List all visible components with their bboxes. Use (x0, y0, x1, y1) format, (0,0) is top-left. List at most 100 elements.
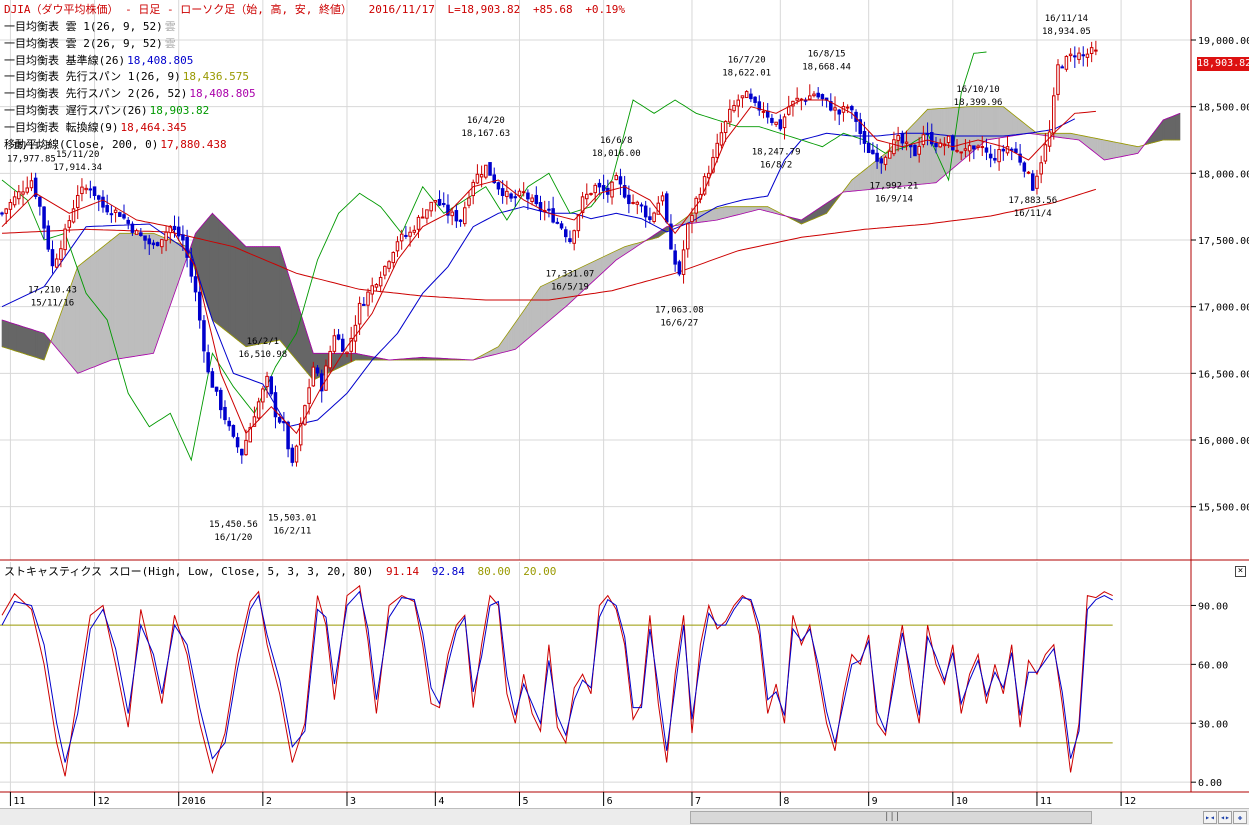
cloud-segment (1117, 143, 1119, 158)
candle-down (514, 197, 517, 198)
legend-row: 一目均衡表 雲 1(26, 9, 52)雲 (4, 19, 176, 35)
cloud-segment (214, 215, 216, 323)
legend-row: 移動平均線(Close, 200, 0)17,880.438 (4, 137, 227, 153)
cloud-segment (210, 213, 212, 320)
stochastic-d-value: 92.84 (432, 565, 465, 578)
cloud-segment (1163, 119, 1165, 140)
cloud-segment (604, 256, 606, 272)
candle-up (375, 285, 378, 288)
cloud-segment (1094, 138, 1096, 153)
fit-view-button[interactable]: ✚ (1233, 811, 1247, 824)
candle-down (931, 132, 934, 143)
candle-down (779, 120, 782, 129)
candle-up (518, 191, 521, 195)
cloud-segment (717, 208, 719, 220)
cloud-segment (532, 296, 534, 335)
chart-header: DJIA（ダウ平均株価） - 日足 - ローソク足（始, 高, 安, 終値） 2… (4, 2, 625, 18)
candle-up (1095, 50, 1098, 51)
candle-up (161, 240, 164, 247)
cloud-segment (99, 248, 101, 365)
candle-up (1027, 172, 1030, 173)
cloud-segment (124, 233, 126, 358)
candle-down (438, 199, 441, 205)
peak-annotation-value: 18,167.63 (461, 129, 510, 139)
candle-up (257, 402, 260, 418)
peak-annotation-value: 16,510.98 (238, 350, 287, 360)
cloud-segment (1001, 107, 1003, 138)
cloud-segment (109, 240, 111, 361)
candle-down (106, 206, 109, 212)
candle-down (51, 250, 54, 266)
cloud-segment (103, 245, 105, 363)
candle-up (354, 325, 357, 341)
cloud-segment (997, 107, 999, 139)
scrollbar-thumb[interactable]: ||| (690, 811, 1092, 824)
legend-row: 一目均衡表 先行スパン 1(26, 9)18,436.575 (4, 69, 249, 85)
peak-annotation-date: 16/2/1 (247, 337, 280, 347)
cloud-segment (212, 213, 214, 321)
legend-value: 雲 (165, 37, 176, 50)
cloud-segment (275, 247, 277, 341)
candle-down (43, 207, 46, 228)
candle-up (346, 352, 349, 353)
cloud-segment (734, 207, 736, 216)
candle-up (947, 136, 950, 142)
cloud-segment (286, 267, 288, 350)
cloud-segment (202, 223, 204, 295)
candle-up (367, 292, 370, 305)
candle-down (144, 236, 147, 240)
peak-annotation-value: 16/9/14 (875, 194, 913, 204)
candle-up (615, 176, 618, 180)
candle-down (527, 193, 530, 199)
cloud-segment (122, 233, 124, 358)
candle-down (232, 425, 235, 436)
candle-down (876, 153, 879, 161)
cloud-segment (223, 224, 225, 330)
zoom-in-button[interactable]: ▸◂ (1203, 811, 1217, 824)
cloud-segment (747, 207, 749, 213)
candle-down (880, 159, 883, 163)
candle-down (1, 213, 4, 214)
time-axis-label: 2 (266, 796, 272, 807)
candle-up (165, 232, 168, 240)
cloud-segment (27, 328, 29, 355)
zoom-out-button[interactable]: ◂▸ (1218, 811, 1232, 824)
cloud-segment (248, 247, 250, 347)
candle-up (1053, 96, 1056, 133)
candle-up (388, 262, 391, 269)
time-axis-label: 7 (695, 796, 701, 807)
cloud-segment (92, 253, 94, 367)
close-panel-button[interactable]: × (1235, 566, 1246, 577)
cloud-segment (38, 331, 40, 358)
candle-up (1086, 54, 1089, 57)
candle-down (459, 220, 462, 221)
candle-down (152, 243, 155, 245)
candle-down (363, 304, 366, 305)
cloud-segment (156, 234, 158, 347)
candle-down (754, 97, 757, 102)
candle-up (981, 147, 984, 148)
cloud-segment (995, 107, 997, 139)
cloud-segment (137, 233, 139, 356)
legend-label: 一目均衡表 雲 2(26, 9, 52) (4, 37, 163, 50)
candle-down (224, 407, 227, 419)
last-price-tag: 18,903.82 (1197, 57, 1249, 71)
legend-value: 17,880.438 (160, 138, 226, 151)
candle-up (745, 92, 748, 98)
candle-down (148, 239, 151, 244)
legend-label: 一目均衡表 遅行スパン(26) (4, 104, 148, 117)
candle-down (994, 158, 997, 160)
horizontal-scrollbar[interactable]: ||| ▸◂ ◂▸ ✚ (0, 808, 1249, 825)
cloud-segment (290, 280, 292, 355)
cloud-segment (120, 233, 122, 358)
candle-down (619, 177, 622, 184)
candle-up (333, 336, 336, 352)
time-axis-label: 11 (1040, 796, 1052, 807)
cloud-segment (343, 353, 345, 366)
candle-down (935, 143, 938, 146)
cloud-segment (6, 321, 8, 348)
candle-up (956, 150, 959, 151)
price-axis-label: 18,000.00 (1198, 169, 1249, 180)
cloud-segment (1096, 138, 1098, 155)
cloud-segment (8, 322, 10, 349)
